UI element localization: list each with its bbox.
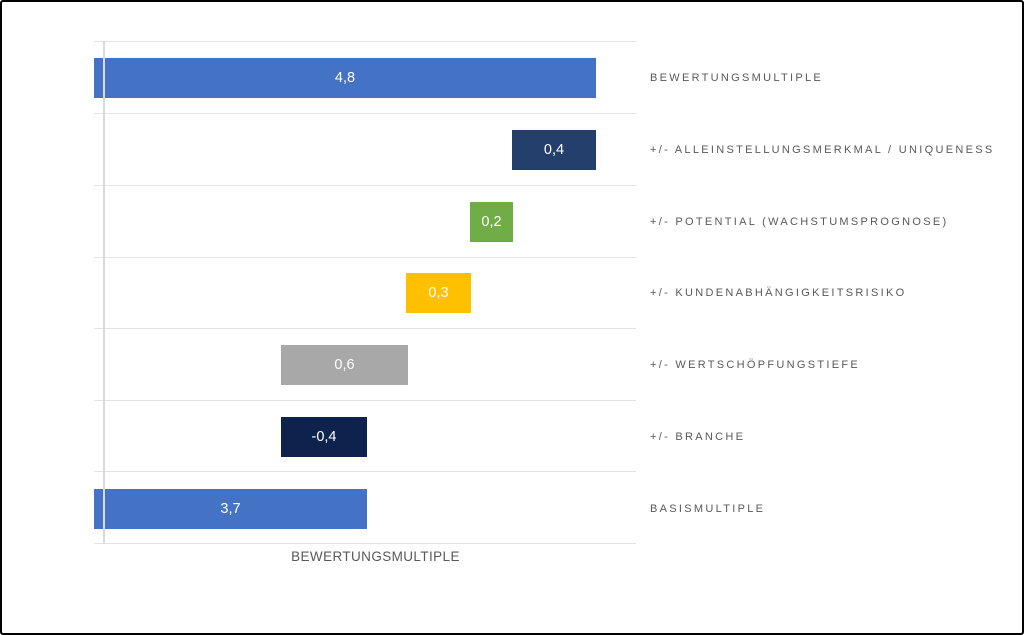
gridline	[94, 328, 636, 329]
gridline	[94, 543, 636, 544]
bar: 0,6	[281, 345, 408, 385]
bar-value-label: -0,4	[311, 428, 337, 445]
bar: -0,4	[281, 417, 367, 457]
bar: 3,7	[94, 489, 367, 529]
bar: 4,8	[94, 58, 596, 98]
bar-value-label: 0,4	[543, 141, 565, 158]
value-axis-line	[103, 41, 105, 543]
x-axis-title: BEWERTUNGSMULTIPLE	[291, 549, 460, 564]
gridline	[94, 400, 636, 401]
category-label: BASISMULTIPLE	[650, 503, 766, 515]
category-label: +/- KUNDENABHÄNGIGKEITSRISIKO	[650, 287, 907, 299]
category-label: BEWERTUNGSMULTIPLE	[650, 72, 824, 84]
bar-value-label: 3,7	[220, 500, 241, 517]
gridline	[94, 185, 636, 186]
bar-value-label: 0,6	[334, 356, 355, 373]
category-label: +/- ALLEINSTELLUNGSMERKMAL / UNIQUENESS	[650, 144, 995, 156]
bar: 0,3	[406, 273, 471, 313]
bar: 0,4	[512, 130, 596, 170]
gridline	[94, 471, 636, 472]
gridline	[94, 257, 636, 258]
bar-value-label: 4,8	[334, 69, 356, 86]
category-label: +/- POTENTIAL (WACHSTUMSPROGNOSE)	[650, 216, 949, 228]
gridline	[94, 113, 636, 114]
bar-value-label: 0,2	[481, 213, 502, 230]
category-label: +/- WERTSCHÖPFUNGSTIEFE	[650, 359, 861, 371]
gridline	[94, 41, 636, 42]
bar-value-label: 0,3	[428, 284, 449, 301]
bar: 0,2	[470, 202, 513, 242]
category-label: +/- BRANCHE	[650, 431, 746, 443]
